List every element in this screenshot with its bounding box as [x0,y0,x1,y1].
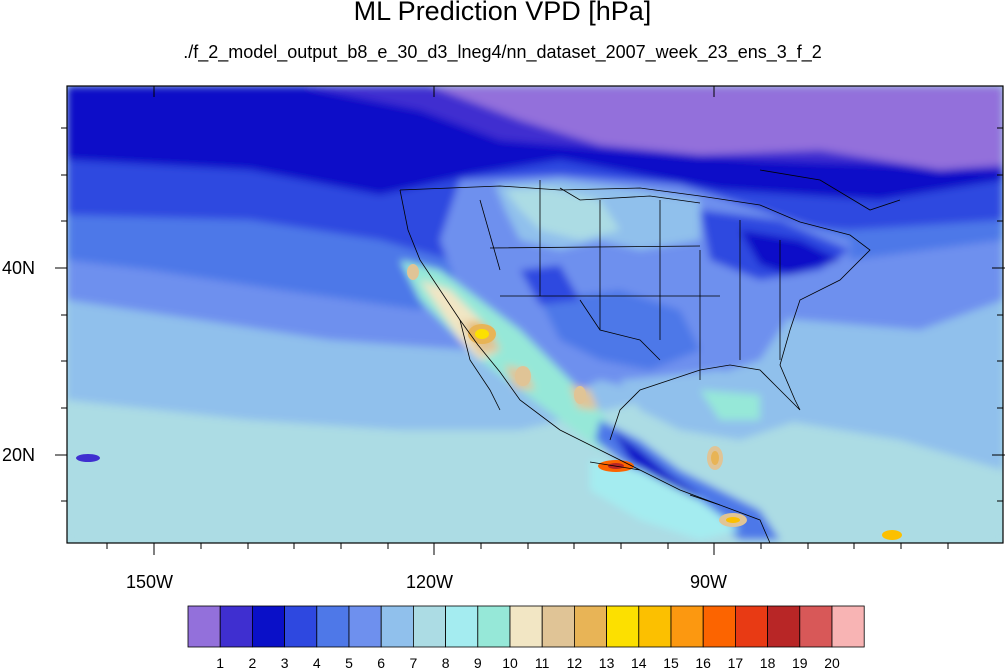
colorbar-swatch [316,605,350,648]
colorbar-swatch [831,605,865,648]
map-subtitle: ./f_2_model_output_b8_e_30_d3_lneg4/nn_d… [183,42,822,62]
colorbar-label: 9 [473,655,482,671]
colorbar-label: 18 [759,655,776,671]
colorbar-label: 16 [695,655,711,671]
x-tick-label-120w: 120W [406,572,454,592]
colorbar-label: 11 [534,655,550,671]
hot-spots [76,264,902,540]
coastlines [399,169,901,543]
colorbar-label: 17 [727,655,744,671]
colorbar-label: 14 [631,655,647,671]
colorbar-swatch [187,605,221,648]
colorbar-swatch [251,605,285,648]
x-tick-label-150w: 150W [126,572,174,592]
colorbar-swatch [348,605,382,648]
colorbar-label: 15 [663,655,679,671]
colorbar-label: 13 [598,655,615,671]
axis-ticks [55,86,1005,555]
colorbar-swatch [412,605,446,648]
colorbar-swatch [638,605,672,648]
colorbar-label: 8 [441,655,450,671]
colorbar-swatch [509,605,543,648]
colorbar-swatch [606,605,640,648]
colorbar-swatch [477,605,511,648]
colorbar-label: 4 [312,655,321,671]
colorbar-label: 20 [824,655,840,671]
colorbar-label: 1 [216,655,225,671]
colorbar-swatch [767,605,801,648]
map-field [67,86,1003,543]
colorbar-label: 5 [345,655,353,671]
colorbar [187,605,865,648]
y-tick-label-20n: 20N [2,445,36,465]
colorbar-swatch [735,605,769,648]
colorbar-label: 7 [409,655,418,671]
colorbar-label: 10 [502,655,518,671]
colorbar-swatch [380,605,414,648]
colorbar-label: 6 [377,655,386,671]
colorbar-label: 19 [792,655,808,671]
y-tick-label-40n: 40N [2,258,36,278]
colorbar-swatch [284,605,318,648]
colorbar-label: 2 [248,655,257,671]
x-tick-label-90w: 90W [690,572,728,592]
colorbar-swatch [670,605,704,648]
colorbar-label: 12 [566,655,583,671]
colorbar-swatch [574,605,608,648]
colorbar-swatch [702,605,736,648]
colorbar-swatch [799,605,833,648]
colorbar-swatch [445,605,479,648]
colorbar-label: 3 [280,655,289,671]
colorbar-swatch [219,605,253,648]
map-title: ML Prediction VPD [hPa] [353,0,652,26]
colorbar-swatch [541,605,575,648]
